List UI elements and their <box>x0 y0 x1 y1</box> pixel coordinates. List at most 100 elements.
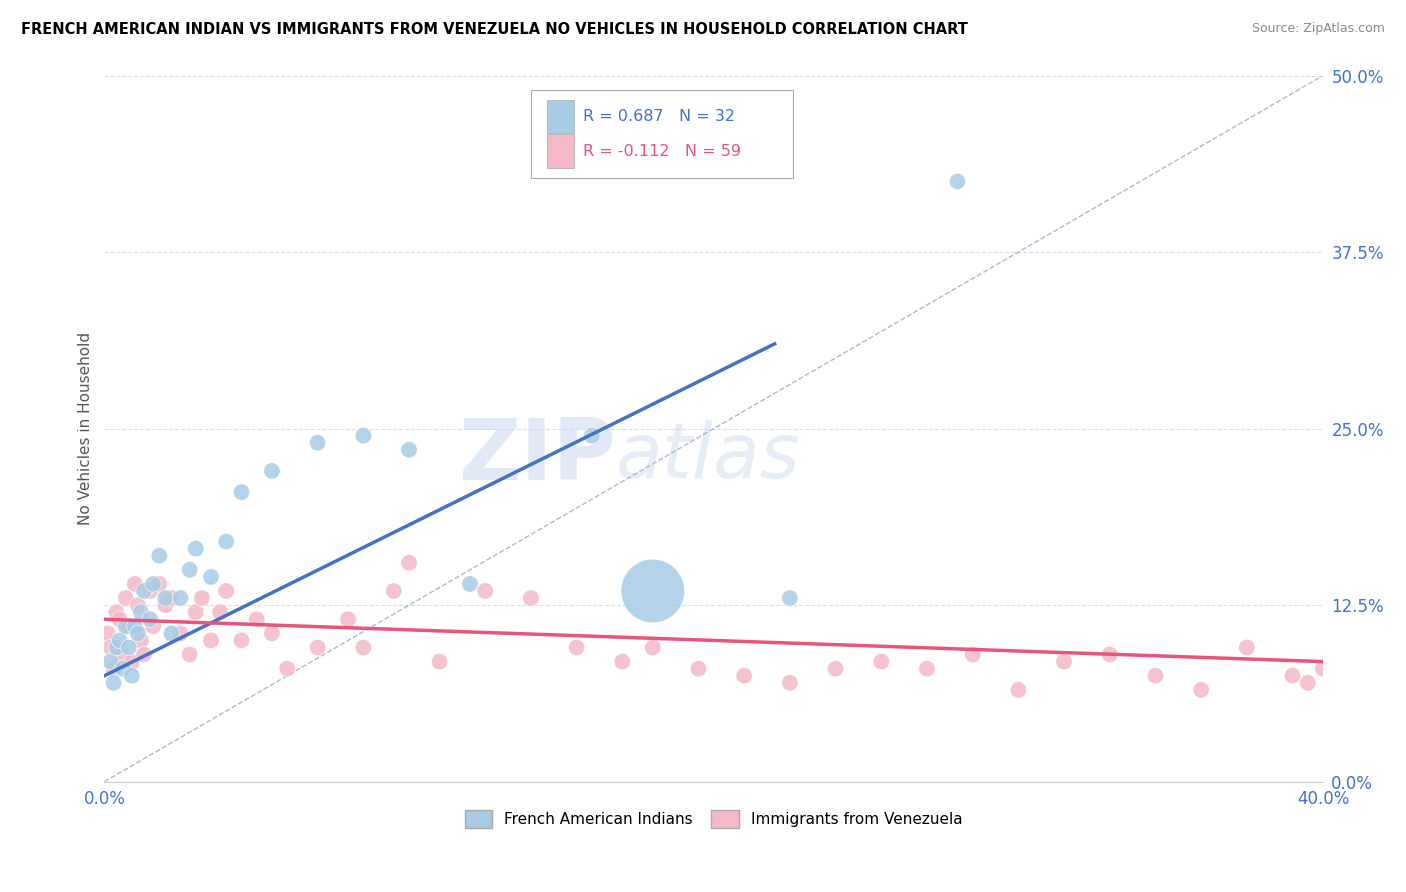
Point <box>114 591 136 605</box>
Point <box>307 435 329 450</box>
Point <box>1372 662 1395 676</box>
Point <box>458 577 481 591</box>
Bar <box>547 100 574 134</box>
Point <box>1053 655 1076 669</box>
Point <box>148 549 170 563</box>
Point <box>160 626 183 640</box>
Point <box>1144 669 1167 683</box>
Point <box>612 655 634 669</box>
Point <box>200 570 222 584</box>
Point <box>246 612 269 626</box>
Point <box>129 605 152 619</box>
Point <box>191 591 214 605</box>
Point <box>1327 669 1350 683</box>
Point <box>382 584 405 599</box>
Text: atlas: atlas <box>616 420 800 494</box>
Point <box>184 541 207 556</box>
Text: Source: ZipAtlas.com: Source: ZipAtlas.com <box>1251 22 1385 36</box>
Point <box>103 675 125 690</box>
Point <box>160 591 183 605</box>
Point <box>946 174 969 188</box>
Point <box>1296 675 1319 690</box>
Point <box>870 655 893 669</box>
Point <box>398 556 420 570</box>
Point <box>1236 640 1258 655</box>
Point <box>581 428 603 442</box>
Point <box>96 626 118 640</box>
Point <box>824 662 846 676</box>
Point <box>209 605 232 619</box>
Point <box>779 675 801 690</box>
Point <box>127 598 149 612</box>
Legend: French American Indians, Immigrants from Venezuela: French American Indians, Immigrants from… <box>458 805 969 834</box>
Point <box>118 640 141 655</box>
Point <box>231 633 253 648</box>
Point <box>200 633 222 648</box>
Point <box>1312 662 1334 676</box>
Point <box>132 648 155 662</box>
Point <box>142 577 165 591</box>
Point <box>520 591 543 605</box>
Point <box>429 655 451 669</box>
Point <box>179 563 201 577</box>
Point <box>231 485 253 500</box>
Point <box>641 640 664 655</box>
Point <box>169 626 191 640</box>
Point <box>124 577 146 591</box>
Point <box>779 591 801 605</box>
Point <box>121 669 143 683</box>
Point <box>129 633 152 648</box>
Point <box>132 584 155 599</box>
Text: FRENCH AMERICAN INDIAN VS IMMIGRANTS FROM VENEZUELA NO VEHICLES IN HOUSEHOLD COR: FRENCH AMERICAN INDIAN VS IMMIGRANTS FRO… <box>21 22 967 37</box>
Point <box>276 662 298 676</box>
Point <box>215 584 238 599</box>
Text: R = 0.687   N = 32: R = 0.687 N = 32 <box>583 109 735 124</box>
Point <box>733 669 755 683</box>
Bar <box>547 134 574 168</box>
Point <box>337 612 360 626</box>
Point <box>179 648 201 662</box>
Point <box>100 640 122 655</box>
Point <box>688 662 710 676</box>
Point <box>565 640 588 655</box>
Y-axis label: No Vehicles in Household: No Vehicles in Household <box>79 332 93 525</box>
Point <box>398 442 420 457</box>
Point <box>155 591 177 605</box>
Point <box>100 655 122 669</box>
Point <box>127 626 149 640</box>
Point <box>260 464 283 478</box>
Point <box>114 619 136 633</box>
Point <box>105 605 128 619</box>
Point <box>215 534 238 549</box>
Point <box>108 633 131 648</box>
Point <box>124 619 146 633</box>
FancyBboxPatch shape <box>531 89 793 178</box>
Point <box>1343 655 1365 669</box>
Point <box>1007 682 1029 697</box>
Point <box>105 640 128 655</box>
Point <box>139 612 162 626</box>
Point <box>121 655 143 669</box>
Point <box>148 577 170 591</box>
Point <box>1189 682 1212 697</box>
Point <box>1281 669 1303 683</box>
Point <box>915 662 938 676</box>
Point <box>142 619 165 633</box>
Point <box>962 648 984 662</box>
Point <box>260 626 283 640</box>
Point <box>474 584 496 599</box>
Point <box>103 662 125 676</box>
Point <box>118 619 141 633</box>
Point <box>169 591 191 605</box>
Point <box>139 584 162 599</box>
Point <box>1098 648 1121 662</box>
Text: ZIP: ZIP <box>458 416 616 499</box>
Point <box>352 640 374 655</box>
Text: R = -0.112   N = 59: R = -0.112 N = 59 <box>583 144 741 159</box>
Point <box>155 598 177 612</box>
Point <box>111 662 134 676</box>
Point <box>352 428 374 442</box>
Point <box>108 612 131 626</box>
Point <box>641 584 664 599</box>
Point <box>111 648 134 662</box>
